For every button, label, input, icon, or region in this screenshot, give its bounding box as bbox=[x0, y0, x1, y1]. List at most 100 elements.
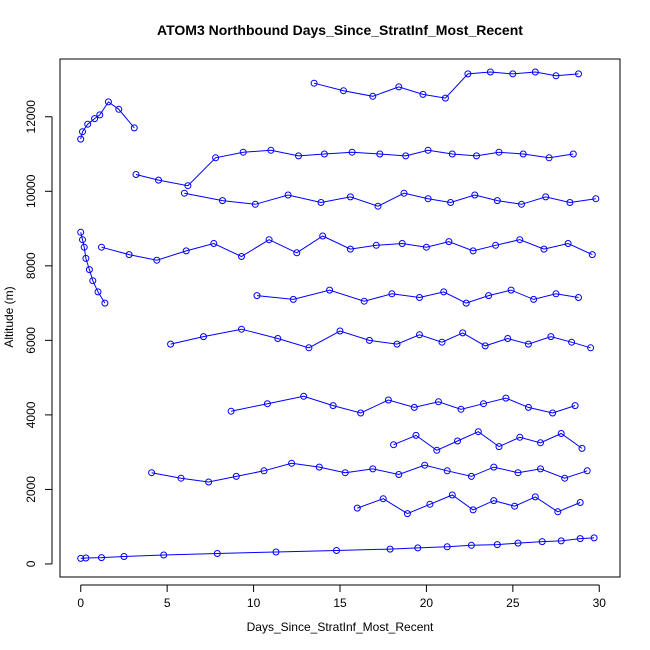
data-point bbox=[315, 463, 323, 471]
data-point bbox=[575, 294, 582, 301]
data-point bbox=[421, 461, 429, 469]
series-line bbox=[170, 328, 591, 349]
data-point bbox=[561, 474, 569, 482]
data-point bbox=[414, 544, 422, 552]
series-track bbox=[253, 286, 582, 307]
x-tick-label: 30 bbox=[593, 596, 607, 610]
y-tick-label: 0 bbox=[24, 560, 38, 567]
data-point bbox=[82, 554, 90, 562]
series-track bbox=[180, 189, 600, 210]
data-point bbox=[540, 245, 548, 253]
data-point bbox=[474, 428, 482, 436]
data-point bbox=[115, 105, 123, 113]
data-point bbox=[530, 295, 538, 303]
y-axis-label: Altitude (m) bbox=[2, 286, 16, 347]
data-point bbox=[160, 551, 168, 559]
data-point bbox=[557, 430, 565, 437]
data-point bbox=[253, 292, 261, 300]
data-point bbox=[564, 240, 572, 247]
data-point bbox=[435, 398, 442, 406]
y-tick-label: 12000 bbox=[24, 100, 38, 134]
series-track bbox=[227, 392, 579, 417]
data-point bbox=[180, 189, 188, 197]
series-track bbox=[77, 98, 138, 143]
data-point bbox=[184, 182, 192, 190]
data-point bbox=[132, 171, 140, 178]
data-point bbox=[575, 70, 582, 78]
data-point bbox=[94, 288, 102, 296]
data-point bbox=[424, 195, 432, 203]
data-point bbox=[182, 247, 190, 255]
data-point bbox=[155, 176, 162, 184]
data-point bbox=[590, 534, 598, 542]
y-tick-label: 6000 bbox=[24, 327, 38, 354]
data-point bbox=[98, 554, 105, 562]
data-point bbox=[265, 236, 273, 244]
data-point bbox=[571, 402, 579, 410]
data-point bbox=[481, 342, 489, 350]
series-track bbox=[98, 232, 596, 264]
data-point bbox=[547, 333, 555, 341]
data-point bbox=[587, 344, 595, 352]
data-point bbox=[412, 431, 420, 439]
data-point bbox=[443, 467, 451, 475]
data-point bbox=[82, 254, 90, 262]
data-point bbox=[537, 439, 544, 447]
series-track bbox=[77, 228, 109, 307]
data-point bbox=[424, 146, 432, 154]
data-point bbox=[419, 90, 427, 98]
data-point bbox=[422, 243, 430, 251]
data-point bbox=[348, 148, 356, 156]
data-point bbox=[319, 232, 327, 240]
data-point bbox=[167, 340, 175, 348]
data-point bbox=[267, 146, 275, 154]
chart-title: ATOM3 Northbound Days_Since_StratInf_Mos… bbox=[157, 22, 523, 38]
data-point bbox=[295, 152, 302, 160]
data-point bbox=[457, 405, 465, 413]
series-track bbox=[390, 428, 586, 454]
data-point bbox=[372, 241, 380, 249]
x-tick-label: 15 bbox=[333, 596, 347, 610]
data-point bbox=[516, 433, 524, 441]
data-point bbox=[274, 335, 282, 342]
data-point bbox=[568, 338, 576, 346]
data-point bbox=[416, 294, 423, 301]
data-point bbox=[77, 135, 85, 143]
series-line bbox=[80, 232, 106, 304]
data-point bbox=[205, 478, 213, 486]
data-point bbox=[379, 495, 387, 503]
data-point bbox=[272, 548, 280, 556]
data-point bbox=[518, 200, 525, 208]
data-point bbox=[490, 497, 498, 505]
series-line bbox=[101, 235, 593, 261]
data-point bbox=[443, 543, 451, 551]
data-point bbox=[293, 249, 301, 257]
data-point bbox=[490, 463, 498, 471]
data-point bbox=[300, 392, 308, 400]
data-point bbox=[448, 150, 456, 158]
data-series bbox=[77, 68, 600, 562]
data-point bbox=[374, 202, 382, 210]
data-point bbox=[101, 299, 109, 307]
data-point bbox=[125, 251, 133, 259]
data-point bbox=[390, 441, 398, 449]
data-point bbox=[469, 247, 477, 255]
data-point bbox=[232, 472, 240, 480]
y-tick-label: 2000 bbox=[24, 476, 38, 503]
data-point bbox=[545, 154, 553, 162]
data-point bbox=[353, 504, 361, 512]
data-point bbox=[360, 297, 368, 305]
data-point bbox=[507, 286, 515, 294]
data-point bbox=[398, 240, 406, 247]
data-point bbox=[288, 459, 296, 467]
data-point bbox=[454, 437, 461, 445]
x-tick-label: 25 bbox=[506, 596, 520, 610]
data-point bbox=[480, 400, 487, 408]
y-axis: 0 2000 4000 6000 8000 10000 12000 bbox=[24, 100, 53, 567]
data-point bbox=[433, 446, 441, 454]
data-point bbox=[384, 396, 392, 404]
data-point bbox=[79, 236, 86, 244]
data-point bbox=[77, 554, 85, 562]
x-axis: 0 5 10 15 20 25 30 bbox=[77, 584, 607, 610]
